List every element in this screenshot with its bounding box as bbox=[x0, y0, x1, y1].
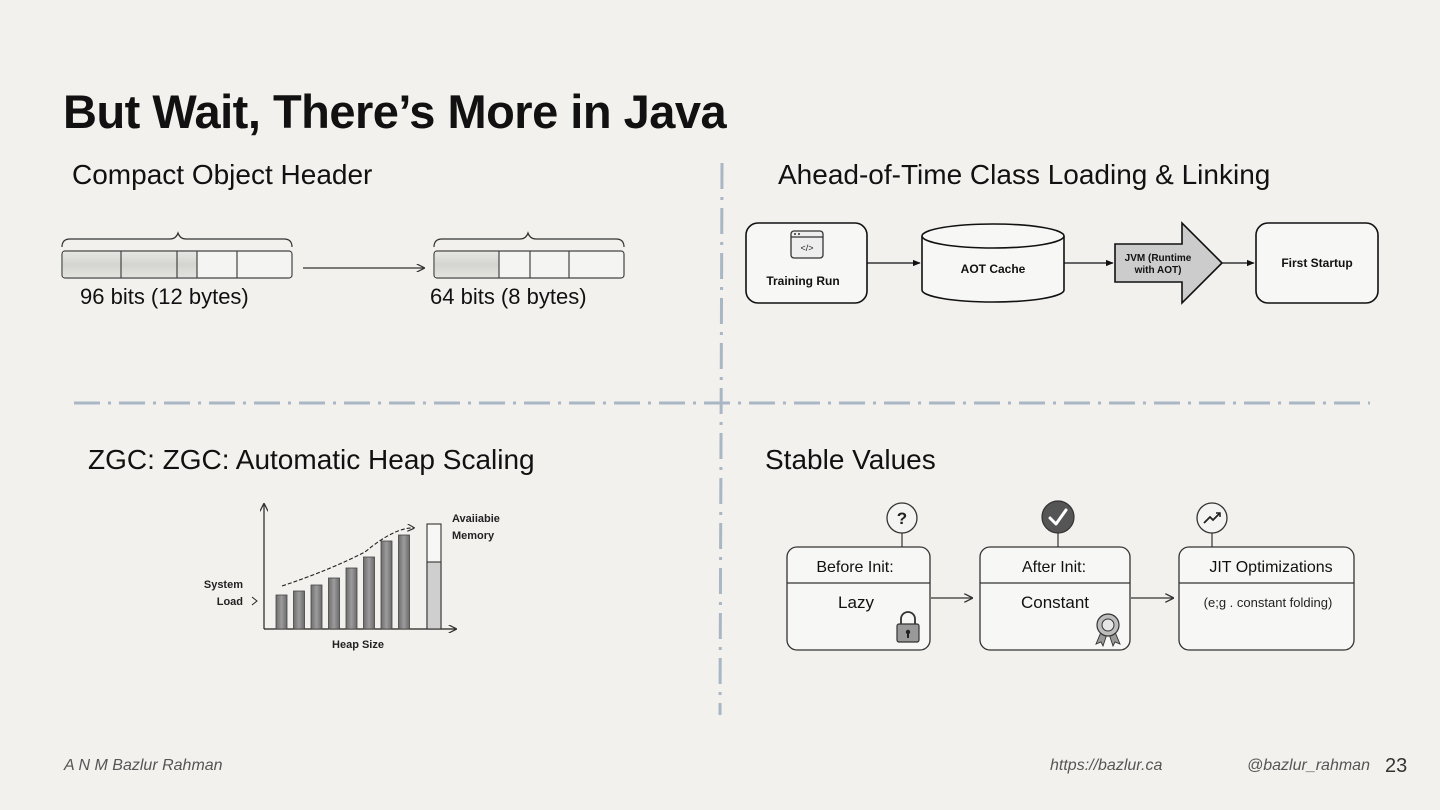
award-ribbon-icon bbox=[1095, 613, 1121, 648]
jvm-arrow-shape: JVM (Runtime with AOT) bbox=[1114, 221, 1224, 305]
svg-text:AOT Cache: AOT Cache bbox=[961, 262, 1026, 276]
heap-bar bbox=[275, 594, 288, 630]
svg-text:Memory: Memory bbox=[452, 530, 495, 542]
question-icon bbox=[886, 502, 918, 534]
svg-text:Load: Load bbox=[217, 596, 243, 608]
svg-text:with AOT): with AOT) bbox=[1134, 265, 1182, 276]
growth-curve bbox=[281, 528, 414, 587]
brace-icon bbox=[433, 231, 625, 248]
svg-text:Lazy: Lazy bbox=[838, 593, 874, 612]
padlock-icon bbox=[896, 611, 920, 643]
stable-values-heading: Stable Values bbox=[765, 444, 936, 475]
header-96-bits-diagram bbox=[61, 231, 293, 279]
code-window-icon: </> bbox=[790, 230, 824, 259]
svg-text:Avaiiabie: Avaiiabie bbox=[452, 513, 500, 525]
svg-text:?: ? bbox=[897, 509, 907, 528]
stable-box-after-init: After Init: Constant bbox=[979, 500, 1131, 651]
heap-bar bbox=[398, 534, 410, 630]
svg-text:After Init:: After Init: bbox=[1022, 559, 1086, 576]
svg-text:Constant: Constant bbox=[1021, 593, 1089, 612]
svg-text:Training Run: Training Run bbox=[766, 274, 839, 288]
zgc-heap-chart: Avaiiabie Memory System Load Heap Size bbox=[204, 504, 500, 651]
load-chevron-icon bbox=[251, 596, 258, 606]
footer-handle[interactable]: @bazlur_rahman bbox=[1247, 757, 1370, 774]
checkmark-icon bbox=[1041, 500, 1075, 534]
zgc-heading: ZGC: ZGC: Automatic Heap Scaling bbox=[88, 444, 535, 475]
heap-bar bbox=[345, 567, 358, 630]
slide-title: But Wait, There’s More in Java bbox=[63, 85, 727, 138]
footer-author: A N M Bazlur Rahman bbox=[64, 757, 223, 774]
svg-text:JIT Optimizations: JIT Optimizations bbox=[1209, 559, 1332, 576]
available-memory-bar bbox=[426, 523, 442, 630]
svg-text:First Startup: First Startup bbox=[1281, 256, 1352, 270]
svg-text:System: System bbox=[204, 579, 243, 591]
page-number: 23 bbox=[1385, 755, 1408, 777]
svg-text:Before Init:: Before Init: bbox=[816, 559, 893, 576]
aot-cache-cylinder: AOT Cache bbox=[921, 223, 1065, 303]
svg-text:Heap Size: Heap Size bbox=[332, 639, 384, 651]
svg-text:</>: </> bbox=[800, 243, 813, 253]
header-64-bits-diagram bbox=[433, 231, 625, 279]
vertical-divider bbox=[718, 162, 724, 716]
heap-bar bbox=[363, 556, 375, 630]
training-run-box: </> Training Run bbox=[745, 222, 868, 304]
svg-text:JVM (Runtime: JVM (Runtime bbox=[1125, 253, 1192, 264]
svg-text:(e;g . constant folding): (e;g . constant folding) bbox=[1204, 595, 1333, 610]
label-64-bits: 64 bits (8 bytes) bbox=[430, 284, 587, 309]
label-96-bits: 96 bits (12 bytes) bbox=[80, 284, 249, 309]
stable-box-before-init: ? Before Init: Lazy bbox=[786, 502, 931, 651]
heap-bar bbox=[380, 540, 393, 630]
first-startup-box: First Startup bbox=[1255, 222, 1379, 304]
stable-box-jit: JIT Optimizations (e;g . constant foldin… bbox=[1178, 502, 1355, 651]
heap-bar bbox=[293, 590, 305, 630]
footer-url[interactable]: https://bazlur.ca bbox=[1050, 757, 1163, 774]
brace-icon bbox=[61, 231, 293, 248]
aot-heading: Ahead-of-Time Class Loading & Linking bbox=[778, 159, 1271, 190]
compact-header-heading: Compact Object Header bbox=[72, 159, 373, 190]
heap-bar bbox=[328, 577, 340, 630]
heap-bar bbox=[310, 584, 323, 630]
